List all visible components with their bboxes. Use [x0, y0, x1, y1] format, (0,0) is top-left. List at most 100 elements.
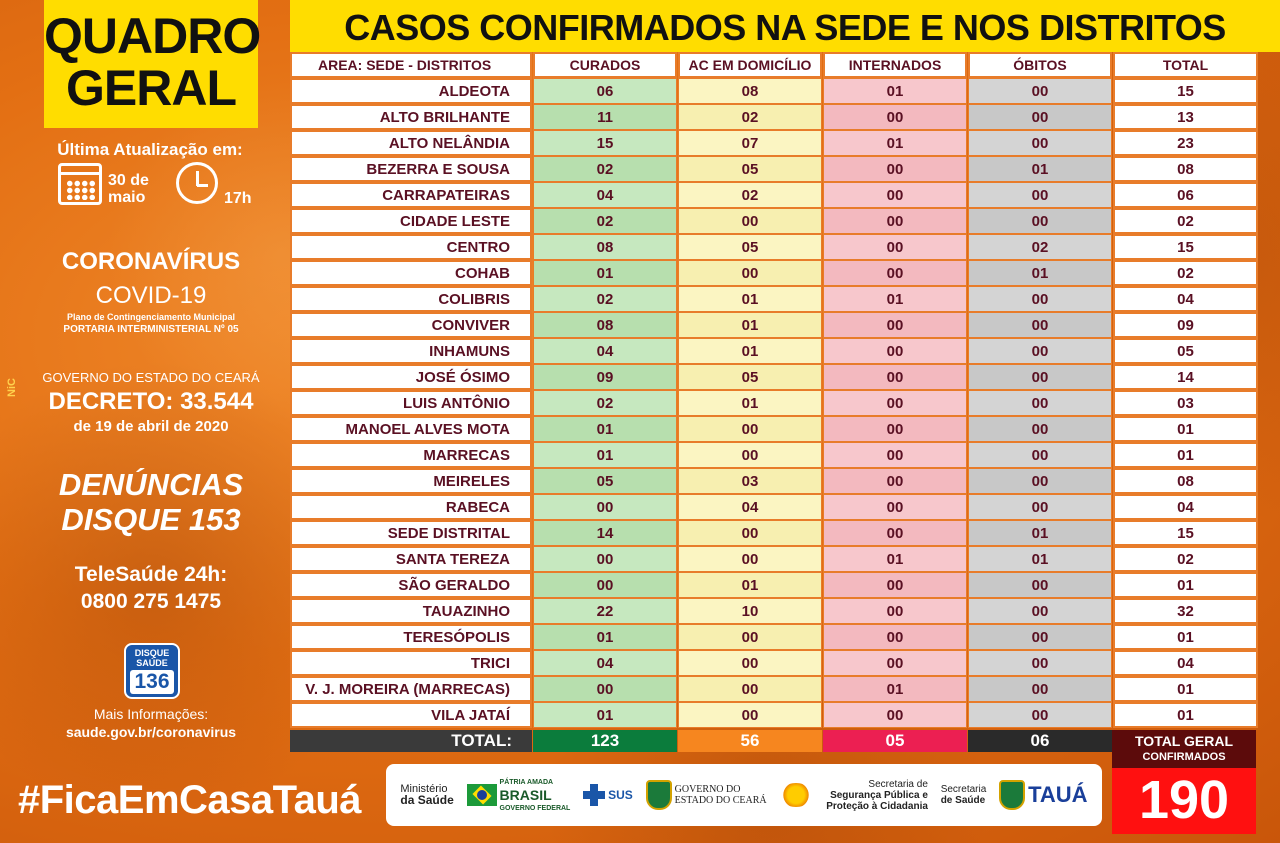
- total-obitos: 06: [968, 730, 1112, 752]
- cell-curados: 01: [533, 416, 677, 442]
- cell-total: 15: [1113, 78, 1258, 104]
- cell-internados: 00: [823, 364, 967, 390]
- cell-domicilio: 00: [678, 676, 822, 702]
- cell-curados: 01: [533, 624, 677, 650]
- cases-table: AREA: SEDE - DISTRITOS CURADOS AC EM DOMIC…: [290, 52, 1258, 728]
- cell-curados: 15: [533, 130, 677, 156]
- cell-internados: 00: [823, 156, 967, 182]
- cell-curados: 04: [533, 182, 677, 208]
- cell-obitos: 01: [968, 260, 1112, 286]
- cell-domicilio: 02: [678, 182, 822, 208]
- row-area-name: SEDE DISTRITAL: [290, 520, 532, 546]
- hashtag: #FicaEmCasaTauá: [18, 778, 362, 822]
- badge-line1: QUADRO: [44, 8, 261, 64]
- seg-line2: Segurança Pública e: [830, 789, 928, 801]
- cell-obitos: 00: [968, 676, 1112, 702]
- row-area-name: ALDEOTA: [290, 78, 532, 104]
- cell-domicilio: 05: [678, 234, 822, 260]
- ceara-seal-icon: [645, 780, 672, 810]
- cell-domicilio: 00: [678, 624, 822, 650]
- row-area-name: CIDADE LESTE: [290, 208, 532, 234]
- cell-internados: 00: [823, 182, 967, 208]
- cell-domicilio: 07: [678, 130, 822, 156]
- row-area-name: CONVIVER: [290, 312, 532, 338]
- cell-curados: 00: [533, 676, 677, 702]
- calendar-icon: [58, 163, 102, 205]
- column-header-domicilio: AC EM DOMICÍLIO: [678, 52, 822, 78]
- row-area-name: MARRECAS: [290, 442, 532, 468]
- gov-ceara-logo: GOVERNO DO ESTADO DO CEARÁ: [645, 780, 767, 810]
- mais-info-label: Mais Informações:: [93, 706, 209, 722]
- cell-internados: 00: [823, 442, 967, 468]
- row-area-name: V. J. MOREIRA (MARRECAS): [290, 676, 532, 702]
- cell-obitos: 00: [968, 442, 1112, 468]
- ministerio-line1: Ministério: [400, 782, 448, 795]
- cell-obitos: 00: [968, 312, 1112, 338]
- cell-domicilio: 00: [678, 208, 822, 234]
- row-area-name: MANOEL ALVES MOTA: [290, 416, 532, 442]
- column-header-curados: CURADOS: [533, 52, 677, 78]
- cell-internados: 00: [823, 468, 967, 494]
- cell-obitos: 00: [968, 572, 1112, 598]
- column-header-total: TOTAL: [1113, 52, 1258, 78]
- cell-total: 01: [1113, 702, 1258, 728]
- cell-domicilio: 05: [678, 156, 822, 182]
- cell-domicilio: 00: [678, 650, 822, 676]
- cell-domicilio: 01: [678, 572, 822, 598]
- cell-curados: 02: [533, 390, 677, 416]
- cell-domicilio: 00: [678, 702, 822, 728]
- cell-total: 32: [1113, 598, 1258, 624]
- cell-total: 23: [1113, 130, 1258, 156]
- total-geral-box: TOTAL GERAL CONFIRMADOS 190: [1112, 730, 1256, 836]
- cell-internados: 00: [823, 598, 967, 624]
- row-area-name: ALTO BRILHANTE: [290, 104, 532, 130]
- cell-domicilio: 10: [678, 598, 822, 624]
- disque-line2: SAÚDE: [136, 658, 168, 668]
- cell-obitos: 00: [968, 494, 1112, 520]
- sesa-logo: Secretaria de Saúde: [941, 784, 987, 806]
- decreto-date: de 19 de abril de 2020: [73, 418, 229, 435]
- cell-internados: 00: [823, 624, 967, 650]
- cell-curados: 08: [533, 312, 677, 338]
- cell-curados: 00: [533, 572, 677, 598]
- row-area-name: JOSÉ ÓSIMO: [290, 364, 532, 390]
- covid-program-logo: [779, 783, 814, 807]
- cell-total: 06: [1113, 182, 1258, 208]
- disque-number: 136: [130, 670, 174, 694]
- cell-obitos: 01: [968, 546, 1112, 572]
- cell-internados: 00: [823, 312, 967, 338]
- cell-domicilio: 00: [678, 442, 822, 468]
- cell-total: 04: [1113, 286, 1258, 312]
- page-title: CASOS CONFIRMADOS NA SEDE E NOS DISTRITO…: [290, 0, 1280, 52]
- seg-line1: Secretaria de: [868, 778, 928, 790]
- total-domicilio: 56: [678, 730, 822, 752]
- column-header-obitos: ÓBITOS: [968, 52, 1112, 78]
- cell-obitos: 00: [968, 468, 1112, 494]
- disque-line1: DISQUE: [134, 648, 170, 658]
- row-area-name: TAUAZINHO: [290, 598, 532, 624]
- total-geral-title: TOTAL GERAL: [1135, 733, 1233, 749]
- row-area-name: SÃO GERALDO: [290, 572, 532, 598]
- cell-curados: 02: [533, 156, 677, 182]
- row-area-name: RABECA: [290, 494, 532, 520]
- cell-internados: 00: [823, 390, 967, 416]
- cell-total: 13: [1113, 104, 1258, 130]
- site-link[interactable]: saude.gov.br/coronavirus: [65, 724, 237, 740]
- ministerio-line2: da Saúde: [400, 792, 454, 807]
- cell-curados: 08: [533, 234, 677, 260]
- date-line2: maio: [108, 189, 146, 206]
- cell-total: 01: [1113, 676, 1258, 702]
- sponsor-logos-bar: Ministério da Saúde PÁTRIA AMADA BRASIL …: [386, 764, 1102, 826]
- cell-domicilio: 05: [678, 364, 822, 390]
- seguranca-logo: Secretaria de Segurança Pública e Proteç…: [826, 779, 928, 812]
- denuncias-line2: DISQUE 153: [61, 502, 241, 537]
- row-area-name: TERESÓPOLIS: [290, 624, 532, 650]
- decreto-number: DECRETO: 33.544: [48, 388, 254, 415]
- cell-total: 14: [1113, 364, 1258, 390]
- cell-obitos: 00: [968, 104, 1112, 130]
- brasil-line3: GOVERNO FEDERAL: [499, 804, 571, 812]
- row-area-name: LUIS ANTÔNIO: [290, 390, 532, 416]
- cell-internados: 00: [823, 416, 967, 442]
- row-area-name: ALTO NELÂNDIA: [290, 130, 532, 156]
- sus-label: SUS: [608, 788, 633, 802]
